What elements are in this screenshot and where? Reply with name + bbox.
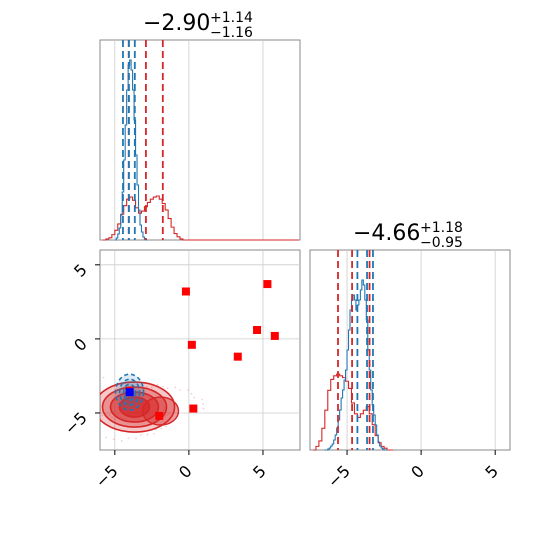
histogram-frame bbox=[99, 39, 301, 241]
x-tick-label: −5 bbox=[324, 461, 354, 491]
histogram-series bbox=[312, 279, 393, 451]
title-minus: −0.95 bbox=[420, 235, 463, 251]
histogram-step-line bbox=[324, 279, 388, 451]
density-sample-point bbox=[96, 379, 98, 381]
density-sample-point bbox=[91, 394, 93, 396]
panel-title: −2.90 +1.14 −1.16 bbox=[143, 10, 253, 41]
density-sample-point bbox=[164, 416, 166, 418]
red-square-marker bbox=[263, 280, 272, 289]
density-sample-point bbox=[166, 387, 169, 390]
y-tick-label: −5 bbox=[61, 408, 91, 438]
x-tick-label: 5 bbox=[481, 461, 502, 482]
density-sample-point bbox=[133, 388, 136, 391]
density-sample-point bbox=[165, 425, 168, 428]
title-median: −2.90 bbox=[143, 11, 210, 36]
red-square-marker bbox=[187, 340, 196, 349]
density-sample-point bbox=[120, 440, 123, 442]
density-sample-point bbox=[101, 414, 104, 416]
density-sample-point bbox=[139, 434, 142, 436]
red-square-marker bbox=[270, 331, 279, 340]
density-sample-point bbox=[160, 427, 163, 430]
histogram-step-line bbox=[102, 195, 299, 241]
density-sample-point bbox=[146, 385, 148, 388]
title-minus: −1.16 bbox=[210, 25, 253, 41]
density-sample-point bbox=[156, 384, 159, 386]
histogram-panel-top-left: −2.90 +1.14 −1.16 bbox=[99, 10, 301, 241]
density-sample-point bbox=[112, 438, 115, 441]
red-square-marker bbox=[155, 411, 164, 420]
density-sample-point bbox=[111, 416, 113, 418]
y-tick-label: 5 bbox=[70, 260, 91, 281]
density-sample-point bbox=[151, 386, 153, 389]
density-sample-point bbox=[201, 398, 203, 401]
density-sample-point bbox=[137, 388, 140, 391]
title-plus: +1.14 bbox=[210, 10, 253, 26]
x-tick-label: −5 bbox=[92, 461, 122, 491]
panel-title: −4.66 +1.18 −0.95 bbox=[353, 220, 463, 251]
red-square-marker bbox=[253, 326, 262, 334]
density-sample-point bbox=[155, 428, 157, 431]
red-density-contour bbox=[141, 396, 180, 426]
x-tick-labels: −5 0 5 bbox=[324, 450, 502, 492]
density-sample-point bbox=[88, 398, 90, 400]
density-sample-point bbox=[162, 409, 165, 412]
density-sample-point bbox=[87, 401, 89, 403]
y-tick-label: 0 bbox=[70, 334, 91, 355]
histogram-frame bbox=[309, 249, 511, 451]
x-tick-label: 0 bbox=[407, 461, 428, 482]
density-sample-point bbox=[91, 387, 93, 389]
density-sample-point bbox=[163, 408, 166, 410]
density-sample-point bbox=[105, 436, 107, 439]
grid-lines bbox=[114, 40, 264, 240]
red-square-marker bbox=[189, 404, 198, 413]
histogram-series bbox=[102, 59, 299, 241]
density-sample-point bbox=[162, 385, 164, 388]
density-sample-point bbox=[178, 389, 181, 391]
density-sample-point bbox=[93, 401, 95, 403]
density-sample-point bbox=[193, 396, 196, 399]
density-sample-point bbox=[92, 407, 94, 409]
histogram-step-line bbox=[114, 59, 148, 241]
x-tick-label: 5 bbox=[249, 461, 270, 482]
blue-square-marker bbox=[125, 388, 134, 397]
x-tick-label: 0 bbox=[175, 461, 196, 482]
density-sample-point bbox=[190, 392, 193, 395]
density-sample-point bbox=[108, 414, 111, 416]
quantile-lines bbox=[122, 40, 164, 240]
density-sample-point bbox=[168, 412, 170, 414]
density-sample-point bbox=[100, 411, 102, 414]
density-sample-point bbox=[202, 407, 205, 410]
histogram-panel-bottom-right: −4.66 +1.18 −0.95 −5 0 5 bbox=[309, 220, 511, 492]
title-median: −4.66 bbox=[353, 221, 420, 246]
scatter-points bbox=[125, 280, 279, 420]
y-tick-labels: 5 0 −5 bbox=[61, 260, 100, 438]
density-sample-point bbox=[100, 408, 101, 411]
density-sample-point bbox=[202, 403, 205, 405]
x-tick-labels: −5 0 5 bbox=[92, 450, 270, 492]
density-sample-point bbox=[96, 384, 98, 386]
quantile-lines bbox=[337, 250, 374, 450]
density-sample-point bbox=[163, 406, 166, 408]
red-square-marker bbox=[181, 287, 190, 296]
density-sample-point bbox=[146, 433, 149, 436]
density-sample-point bbox=[113, 418, 116, 420]
red-square-marker bbox=[233, 352, 242, 361]
density-sample-point bbox=[135, 437, 137, 440]
density-sample-point bbox=[87, 390, 89, 392]
density-sample-point bbox=[102, 376, 105, 379]
scatter-panel-bottom-left: −5 0 5 5 0 −5 bbox=[61, 249, 301, 492]
density-sample-point bbox=[127, 437, 130, 439]
density-sample-point bbox=[166, 414, 169, 416]
density-sample-point bbox=[174, 386, 177, 389]
density-sample-point bbox=[153, 432, 155, 435]
density-sample-point bbox=[92, 404, 94, 406]
title-plus: +1.18 bbox=[420, 220, 463, 236]
density-sample-point bbox=[187, 389, 189, 391]
